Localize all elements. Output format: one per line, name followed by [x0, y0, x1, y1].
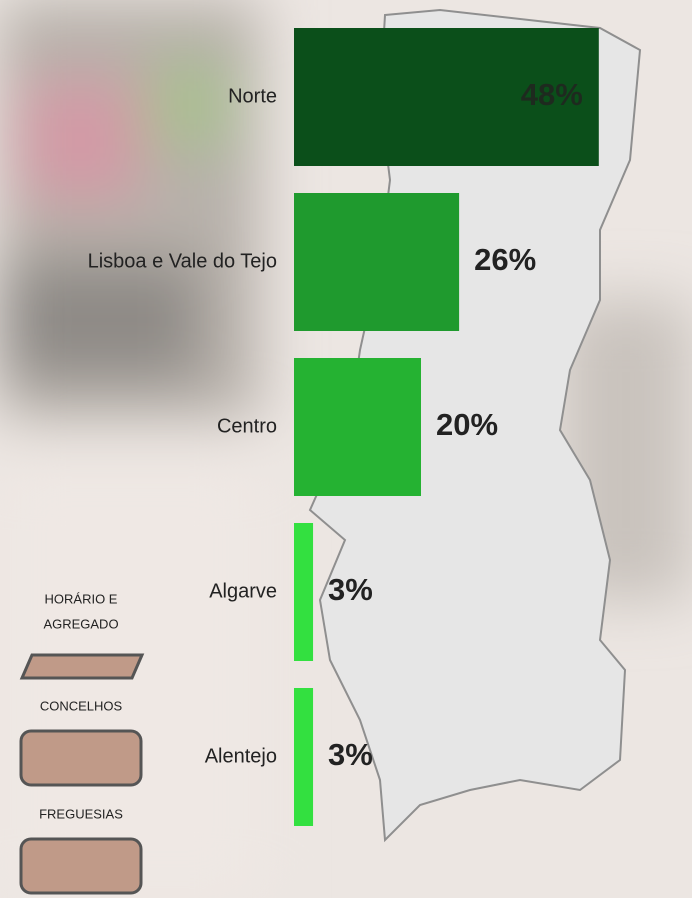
value-label: 48% — [521, 77, 583, 112]
control-label: AGREGADO — [43, 616, 118, 631]
control-label: CONCELHOS — [40, 698, 123, 713]
control-label: FREGUESIAS — [39, 806, 123, 821]
category-label: Lisboa e Vale do Tejo — [88, 250, 277, 272]
value-label: 3% — [328, 737, 373, 772]
screen: Norte 48% Lisboa e Vale do Tejo 26% Centro 20… — [0, 0, 692, 898]
bar — [294, 523, 313, 661]
control-label: HORÁRIO E — [45, 591, 118, 606]
category-label: Centro — [217, 415, 277, 437]
concelhos-button[interactable] — [21, 731, 141, 785]
freguesias-button[interactable] — [21, 839, 141, 893]
category-label: Norte — [228, 85, 277, 107]
horario-button[interactable] — [22, 655, 142, 678]
value-label: 26% — [474, 242, 536, 277]
bar — [294, 193, 459, 331]
category-label: Alentejo — [205, 745, 277, 767]
bar — [294, 688, 313, 826]
page: Norte 48% Lisboa e Vale do Tejo 26% Centro 20… — [0, 0, 692, 898]
bar — [294, 358, 421, 496]
value-label: 20% — [436, 407, 498, 442]
category-label: Algarve — [209, 580, 277, 602]
value-label: 3% — [328, 572, 373, 607]
